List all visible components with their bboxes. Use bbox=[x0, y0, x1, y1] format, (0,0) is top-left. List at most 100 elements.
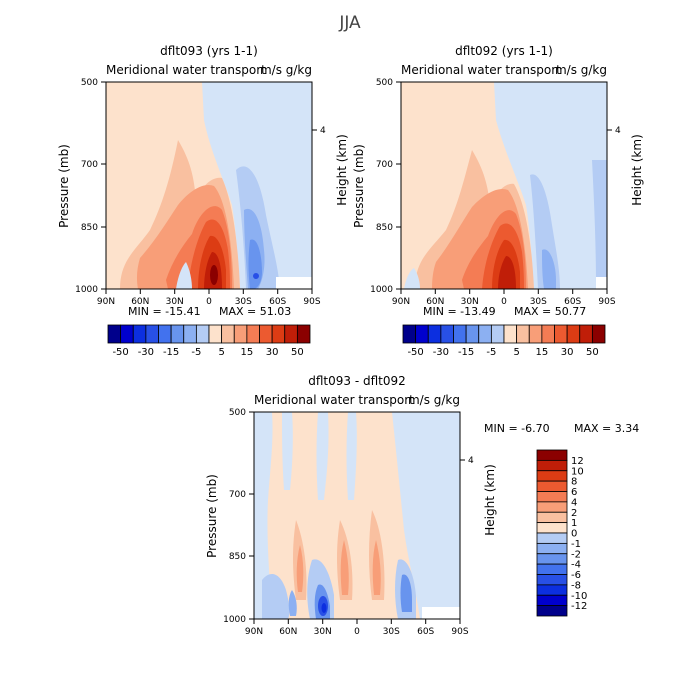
colorbar-label: -5 bbox=[486, 347, 496, 358]
colorbar-label: -15 bbox=[458, 347, 474, 358]
x-tick-label: 90S bbox=[303, 297, 320, 307]
colorbar-box bbox=[536, 449, 568, 461]
contour-field bbox=[106, 82, 312, 289]
colorbar-label: 5 bbox=[218, 347, 224, 358]
y-tick-label: 850 bbox=[376, 223, 393, 233]
colorbar-box bbox=[478, 324, 492, 344]
colorbar-label: 5 bbox=[513, 347, 519, 358]
colorbar-label: 15 bbox=[241, 347, 254, 358]
colorbar-box bbox=[536, 459, 568, 472]
colorbar-box bbox=[579, 324, 593, 344]
colorbar-label: 50 bbox=[291, 347, 304, 358]
x-tick-label: 30S bbox=[235, 297, 252, 307]
colorbar-label: 30 bbox=[266, 347, 279, 358]
colorbar-box bbox=[536, 584, 568, 596]
colorbar-label: -6 bbox=[571, 570, 581, 581]
colorbar-label: -50 bbox=[407, 347, 423, 358]
colorbar-box bbox=[541, 324, 555, 344]
y-axis-right-label: Height (km) bbox=[483, 464, 497, 535]
colorbar-box bbox=[296, 324, 311, 344]
y-tick-label: 500 bbox=[81, 78, 98, 88]
panel-subtitle: Meridional water transport bbox=[106, 63, 266, 77]
colorbar-box bbox=[221, 324, 235, 344]
colorbar-label: 10 bbox=[571, 466, 584, 477]
panel-title: dflt093 (yrs 1-1) bbox=[160, 44, 258, 58]
colorbar-label: 4 bbox=[571, 497, 577, 508]
y-axis-label: Pressure (mb) bbox=[205, 474, 219, 558]
colorbar-label: -5 bbox=[191, 347, 201, 358]
colorbar-box bbox=[536, 563, 568, 575]
colorbar-label: -4 bbox=[571, 560, 581, 571]
colorbar-box bbox=[536, 594, 568, 607]
x-tick-label: 60S bbox=[417, 627, 434, 637]
min-label: MIN = -13.49 bbox=[423, 305, 496, 318]
x-tick-label: 30N bbox=[314, 627, 332, 637]
y-tick-label: 700 bbox=[376, 160, 393, 170]
colorbar-label: 1 bbox=[571, 518, 577, 529]
y-tick-label: 500 bbox=[229, 408, 246, 418]
colorbar-label: 6 bbox=[571, 487, 577, 498]
x-tick-label: 90S bbox=[598, 297, 615, 307]
y-axis-right-label: Height (km) bbox=[630, 134, 644, 205]
y-tick-label: 700 bbox=[81, 160, 98, 170]
colorbar-box bbox=[591, 324, 606, 344]
x-tick-label: 0 bbox=[354, 627, 360, 637]
panel-unit: m/s g/kg bbox=[408, 393, 460, 407]
colorbar-box bbox=[536, 574, 568, 586]
max-label: MAX = 51.03 bbox=[219, 305, 291, 318]
y-tick-label: 850 bbox=[81, 223, 98, 233]
colorbar-box bbox=[233, 324, 248, 344]
min-label: MIN = -6.70 bbox=[484, 422, 550, 435]
right-tick-label: 4 bbox=[615, 126, 621, 136]
colorbar-box bbox=[246, 324, 260, 344]
panel-dflt092: dflt092 (yrs 1-1) Meridional water trans… bbox=[352, 44, 644, 358]
contour-field bbox=[401, 82, 607, 289]
colorbar-label: -30 bbox=[433, 347, 449, 358]
y-axis-right-label: Height (km) bbox=[335, 134, 349, 205]
max-label: MAX = 50.77 bbox=[514, 305, 586, 318]
colorbar-box bbox=[120, 324, 134, 344]
colorbar-box bbox=[284, 324, 298, 344]
colorbar-box bbox=[158, 324, 172, 344]
x-tick-label: 60S bbox=[269, 297, 286, 307]
x-tick-label: 90N bbox=[97, 297, 115, 307]
colorbar-horizontal: -50 -30 -15 -5 5 15 30 50 bbox=[402, 324, 606, 358]
y-tick-label: 850 bbox=[229, 552, 246, 562]
colorbar-box bbox=[536, 553, 568, 565]
colorbar-box bbox=[566, 324, 581, 344]
colorbar-horizontal: -50 -30 -15 -5 5 15 30 50 bbox=[107, 324, 311, 358]
x-tick-label: 30S bbox=[530, 297, 547, 307]
x-tick-label: 90N bbox=[392, 297, 410, 307]
colorbar-box bbox=[132, 324, 147, 344]
colorbar-label: 12 bbox=[571, 456, 584, 467]
colorbar-box bbox=[536, 532, 568, 544]
colorbar-box bbox=[516, 324, 530, 344]
colorbar-label: -10 bbox=[571, 591, 587, 602]
y-tick-label: 700 bbox=[229, 490, 246, 500]
colorbar-box bbox=[536, 480, 568, 492]
colorbar-box bbox=[145, 324, 159, 344]
colorbar-box bbox=[465, 324, 480, 344]
colorbar-box bbox=[195, 324, 210, 344]
colorbar-box bbox=[107, 324, 122, 344]
colorbar-box bbox=[536, 605, 568, 617]
colorbar-label: -30 bbox=[138, 347, 154, 358]
colorbar-box bbox=[183, 324, 197, 344]
colorbar-label: 50 bbox=[586, 347, 599, 358]
x-tick-label: 60N bbox=[426, 297, 444, 307]
colorbar-box bbox=[271, 324, 286, 344]
panel-title: dflt093 - dflt092 bbox=[308, 374, 406, 388]
y-tick-label: 1000 bbox=[75, 285, 98, 295]
colorbar-label: 15 bbox=[536, 347, 549, 358]
panel-dflt093: dflt093 (yrs 1-1) Meridional water trans… bbox=[57, 44, 349, 358]
x-tick-label: 90N bbox=[245, 627, 263, 637]
colorbar-box bbox=[170, 324, 185, 344]
colorbar-label: 30 bbox=[561, 347, 574, 358]
max-label: MAX = 3.34 bbox=[574, 422, 639, 435]
contour-field bbox=[254, 412, 460, 619]
colorbar-box bbox=[415, 324, 429, 344]
colorbar-box bbox=[528, 324, 543, 344]
colorbar-box bbox=[536, 522, 568, 534]
